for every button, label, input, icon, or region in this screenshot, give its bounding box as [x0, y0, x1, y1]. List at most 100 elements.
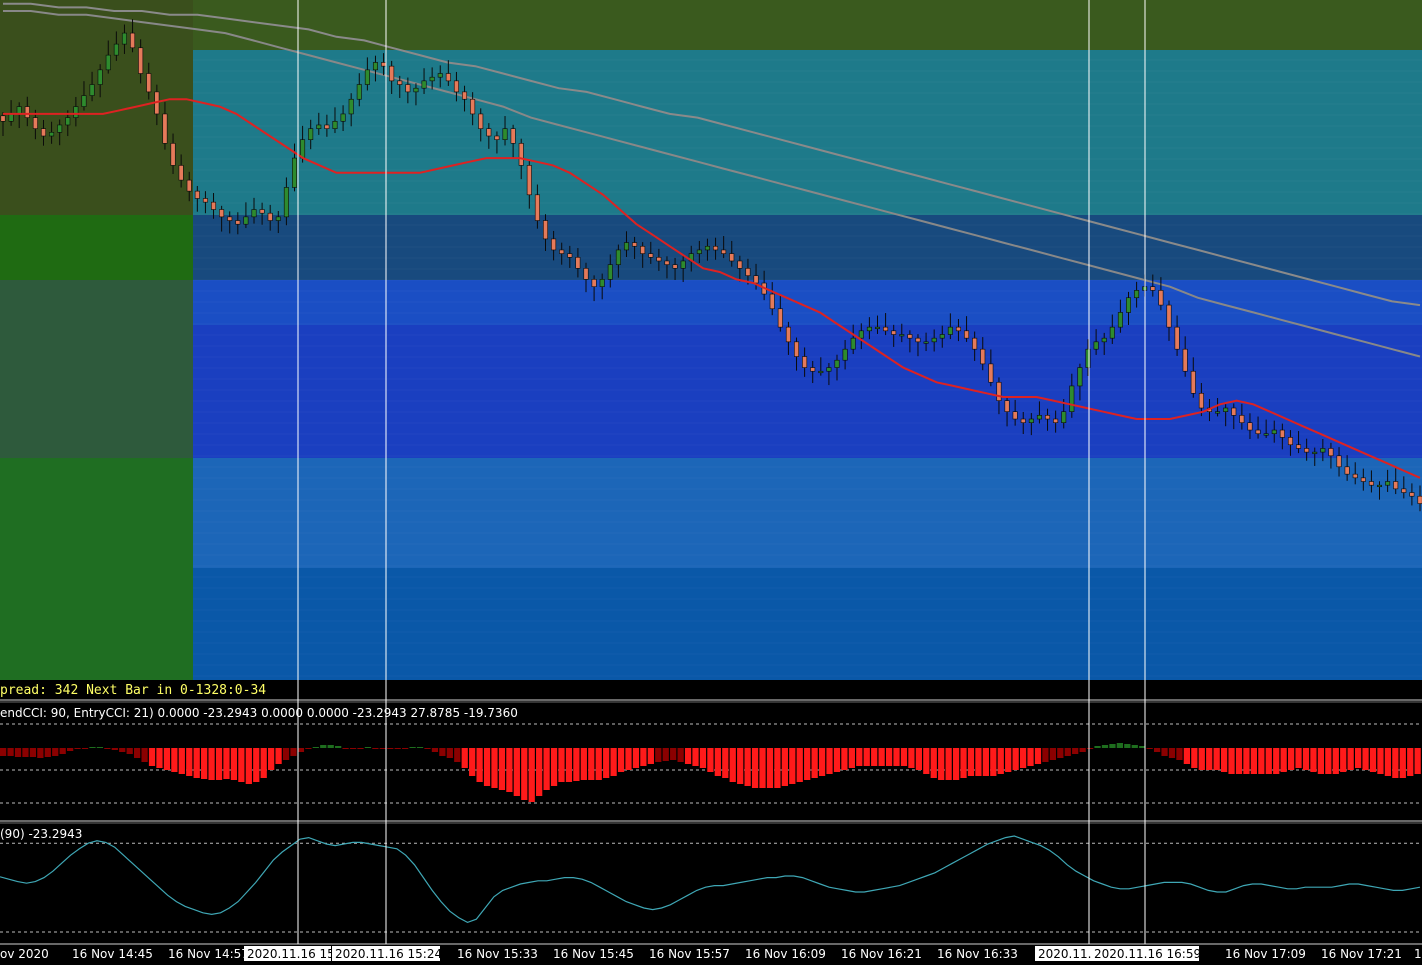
- candle-bear: [794, 341, 800, 357]
- hist-bar: [1377, 748, 1384, 774]
- candle-bull: [939, 334, 945, 339]
- hist-bar: [439, 748, 446, 756]
- candle-bear: [810, 367, 816, 372]
- candle-bull: [1126, 297, 1132, 313]
- candle-bull: [81, 95, 87, 107]
- candle-bear: [170, 143, 176, 166]
- hist-bar: [804, 748, 811, 780]
- candle-bull: [923, 341, 929, 344]
- zone-left-green-bottom: [0, 458, 193, 680]
- time-label: ov 2020: [0, 947, 49, 961]
- hist-bar: [1220, 748, 1228, 772]
- hist-bar: [573, 748, 580, 781]
- candle-bull: [105, 54, 111, 71]
- hist-bar: [446, 748, 453, 758]
- hist-bar: [215, 748, 223, 780]
- candle-bull: [704, 245, 710, 251]
- candle-bear: [583, 268, 589, 280]
- hist-bar: [781, 748, 788, 786]
- candle-bull: [615, 249, 621, 265]
- hist-bar: [826, 748, 833, 774]
- zone-steel-blue: [193, 458, 1422, 568]
- hist-bar: [536, 748, 543, 796]
- hist-bar: [1139, 746, 1146, 748]
- hist-bar: [893, 748, 900, 766]
- candle-bull: [850, 337, 856, 350]
- candle-bear: [907, 334, 913, 339]
- candle-bear: [551, 238, 557, 251]
- hist-bar: [997, 748, 1004, 774]
- candle-bear: [162, 113, 168, 144]
- highlight-time-label: 2020.11.: [1038, 947, 1091, 961]
- hist-bar: [1057, 748, 1064, 758]
- hist-bar: [1005, 748, 1012, 772]
- hist-bar: [96, 747, 104, 748]
- hist-bar: [1399, 748, 1406, 778]
- hist-bar: [223, 748, 230, 779]
- hist-bar: [148, 748, 156, 766]
- hist-bar: [1191, 748, 1198, 768]
- hist-bar: [528, 748, 535, 802]
- hist-bar: [1250, 748, 1258, 774]
- candle-bull: [1077, 367, 1083, 387]
- hist-bar: [297, 748, 305, 752]
- candle-bear: [883, 326, 889, 332]
- hist-bar: [1012, 748, 1019, 770]
- hist-bar: [1369, 748, 1377, 772]
- hist-bar: [476, 748, 483, 782]
- candle-bull: [340, 113, 346, 122]
- candle-bear: [1417, 495, 1422, 504]
- hist-bar: [387, 748, 394, 749]
- hist-bar: [1340, 748, 1347, 772]
- hist-bar: [379, 748, 386, 749]
- candle-bull: [858, 330, 864, 339]
- hist-bar: [900, 748, 908, 766]
- candle-bull: [97, 69, 103, 85]
- hist-bar: [938, 748, 945, 780]
- hist-bar: [163, 748, 171, 770]
- zone-left-grey-green: [0, 280, 193, 458]
- hist-bar: [1213, 748, 1220, 770]
- candle-bear: [640, 245, 646, 254]
- candle-bull: [251, 209, 257, 218]
- candle-bull: [842, 348, 848, 361]
- candle-bear: [0, 115, 6, 122]
- candle-bull: [899, 334, 905, 337]
- hist-bar: [81, 748, 89, 749]
- candle-bear: [729, 253, 735, 262]
- candle-bear: [1182, 348, 1188, 372]
- hist-bar: [1034, 748, 1042, 764]
- hist-bar: [1332, 748, 1339, 774]
- candle-bull: [348, 98, 354, 115]
- candle-bull: [283, 187, 289, 218]
- hist-bar: [1183, 748, 1191, 764]
- hist-bar: [245, 748, 252, 784]
- candle-bear: [1287, 437, 1293, 446]
- candle-bull: [332, 120, 338, 129]
- hist-bar: [1310, 748, 1317, 772]
- hist-bar: [766, 748, 774, 788]
- zone-teal-upper: [193, 50, 1422, 215]
- candle-bull: [275, 216, 281, 221]
- hist-bar: [796, 748, 803, 782]
- candle-bear: [737, 260, 743, 269]
- candle-bear: [32, 117, 38, 129]
- candle-bear: [980, 348, 986, 365]
- candle-bear: [462, 91, 468, 100]
- candle-bear: [891, 330, 897, 335]
- hist-bar: [1392, 748, 1399, 778]
- hist-bar: [699, 748, 707, 768]
- hist-bar: [171, 748, 178, 772]
- hist-bar: [305, 748, 312, 749]
- hist-bar: [1347, 748, 1354, 770]
- candle-bear: [324, 124, 330, 129]
- candle-bull: [1109, 326, 1115, 339]
- hist-bar: [402, 748, 409, 749]
- candle-bull: [623, 242, 629, 251]
- hist-bar: [625, 748, 632, 770]
- candle-bear: [40, 128, 46, 137]
- hist-bar: [1414, 748, 1421, 774]
- highlight-time-label: 2020.11.16 15: [247, 947, 335, 961]
- candle-bear: [972, 337, 978, 350]
